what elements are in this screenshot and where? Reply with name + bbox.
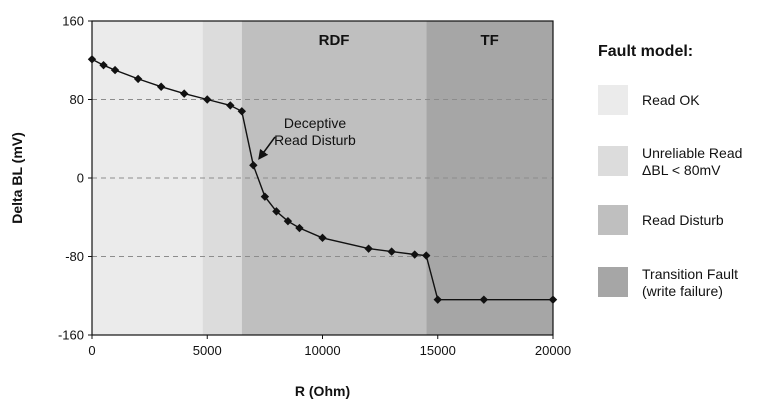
annotation-arrow — [258, 136, 276, 160]
legend-swatch — [598, 85, 628, 115]
data-point — [237, 107, 247, 116]
y-tick-label: 160 — [62, 14, 84, 29]
region-label-transition: TF — [480, 32, 498, 49]
data-point — [110, 65, 120, 75]
legend-label: ΔBL < 80mV — [642, 162, 721, 178]
x-tick-label: 15000 — [420, 343, 456, 358]
x-tick-label: 10000 — [304, 343, 340, 358]
data-point — [422, 251, 431, 260]
data-point — [283, 216, 293, 226]
legend-label: Transition Fault — [642, 266, 738, 282]
data-point — [203, 95, 212, 104]
data-point — [272, 207, 281, 216]
data-point — [249, 161, 258, 170]
data-point — [410, 250, 419, 259]
axes: 160 80 0 -80 -160 0 5000 10000 15000 20000 R (Ohm)… — [9, 14, 571, 400]
legend-label: Read OK — [642, 92, 700, 108]
y-tick-label: -160 — [58, 328, 84, 343]
legend-swatch — [598, 146, 628, 176]
data-point — [99, 60, 108, 70]
data-point — [318, 233, 327, 243]
legend-label: (write failure) — [642, 283, 723, 299]
y-tick-label: 80 — [70, 92, 84, 107]
x-tick-label: 0 — [88, 343, 95, 358]
data-point — [387, 247, 396, 256]
fault-regions — [92, 21, 553, 335]
data-point — [133, 74, 143, 84]
legend-title: Fault model: — [598, 43, 693, 60]
data-point — [260, 192, 270, 201]
data-point — [433, 295, 442, 304]
data-series — [87, 55, 558, 304]
legend-swatch — [598, 205, 628, 235]
y-tick-label: 0 — [77, 171, 84, 186]
data-point — [87, 55, 97, 64]
region-labels: RDF TF — [319, 32, 499, 49]
data-point — [180, 89, 189, 98]
legend-label: Read Disturb — [642, 212, 724, 228]
data-point — [156, 82, 166, 91]
data-point — [479, 295, 489, 304]
x-tick-label: 5000 — [193, 343, 222, 358]
series-line — [91, 58, 553, 301]
region-label-read_disturb: RDF — [319, 32, 350, 49]
y-tick-label: -80 — [65, 249, 84, 264]
data-point — [548, 295, 558, 304]
x-tick-label: 20000 — [535, 343, 571, 358]
annotation-line-1: Deceptive — [284, 115, 346, 131]
annotation-line-2: Read Disturb — [274, 132, 356, 148]
data-point — [364, 244, 373, 253]
x-axis-title: R (Ohm) — [295, 383, 350, 399]
y-axis-title: Delta BL (mV) — [9, 132, 25, 224]
legend-label: Unreliable Read — [642, 145, 742, 161]
grid-lines — [92, 99, 553, 257]
data-point — [226, 101, 235, 110]
legend-swatch — [598, 267, 628, 297]
data-point — [295, 223, 304, 233]
